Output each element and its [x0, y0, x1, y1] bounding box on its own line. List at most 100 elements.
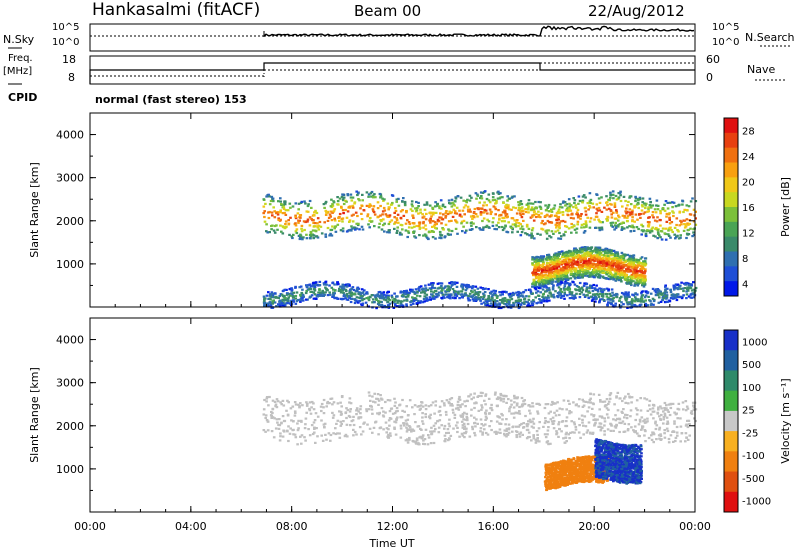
data-cell: [588, 266, 592, 269]
data-cell: [520, 422, 523, 426]
data-cell: [653, 289, 657, 292]
data-cell: [417, 212, 420, 215]
data-cell: [275, 305, 278, 308]
data-cell: [329, 210, 333, 213]
y-axis-label: Slant Range [km]: [28, 162, 41, 258]
data-cell: [634, 197, 638, 200]
data-cell: [588, 399, 592, 402]
data-cell: [415, 294, 419, 297]
data-cell: [531, 292, 534, 295]
data-cell: [614, 264, 618, 268]
data-cell: [550, 258, 554, 261]
data-cell: [515, 434, 518, 437]
nave-label: Nave: [747, 63, 776, 76]
data-cell: [295, 300, 299, 303]
data-cell: [624, 291, 627, 294]
data-cell: [368, 226, 371, 229]
data-cell: [517, 224, 520, 228]
data-cell: [503, 227, 506, 230]
data-cell: [444, 438, 447, 441]
data-cell: [587, 254, 590, 257]
data-cell: [649, 292, 653, 295]
data-cell: [589, 247, 593, 250]
data-cell: [610, 266, 613, 269]
data-cell: [305, 404, 309, 407]
data-cell: [422, 297, 426, 301]
data-cell: [277, 200, 280, 203]
data-cell: [493, 303, 496, 306]
data-cell: [387, 296, 390, 299]
data-cell: [342, 212, 345, 215]
data-cell: [270, 291, 274, 294]
data-cell: [353, 292, 356, 295]
data-cell: [308, 287, 311, 291]
data-cell: [578, 268, 582, 271]
data-cell: [513, 219, 516, 222]
data-cell: [267, 211, 270, 214]
data-cell: [483, 428, 486, 431]
data-cell: [439, 282, 443, 285]
data-cell: [618, 274, 622, 277]
data-cell: [350, 214, 354, 217]
data-cell: [620, 410, 624, 413]
data-cell: [646, 304, 649, 307]
data-cell: [313, 211, 316, 214]
data-cell: [465, 427, 468, 430]
data-cell: [552, 207, 555, 210]
data-cell: [549, 256, 553, 259]
data-cell: [416, 206, 419, 210]
data-cell: [312, 421, 316, 424]
data-cell: [606, 304, 609, 307]
data-cell: [361, 430, 365, 433]
data-cell: [511, 223, 515, 226]
data-cell: [454, 219, 457, 222]
data-cell: [432, 282, 435, 285]
data-cell: [345, 294, 349, 297]
data-cell: [283, 288, 287, 291]
data-cell: [547, 253, 551, 256]
data-cell: [607, 416, 610, 419]
data-cell: [475, 402, 478, 405]
data-cell: [345, 293, 349, 296]
data-cell: [683, 208, 686, 211]
data-cell: [378, 303, 381, 306]
data-cell: [562, 294, 566, 297]
data-cell: [556, 254, 560, 257]
data-cell: [511, 228, 514, 231]
data-cell: [626, 216, 629, 220]
data-cell: [401, 294, 405, 297]
data-cell: [605, 261, 609, 264]
data-cell: [440, 424, 443, 427]
data-cell: [286, 399, 289, 402]
data-cell: [588, 226, 592, 229]
data-cell: [661, 227, 665, 230]
data-cell: [340, 405, 343, 408]
data-cell: [559, 279, 563, 282]
data-cell: [440, 285, 443, 288]
data-cell: [614, 305, 617, 308]
data-cell: [636, 280, 640, 283]
data-cell: [427, 231, 431, 234]
data-cell: [447, 233, 451, 236]
data-cell: [620, 280, 623, 283]
data-cell: [553, 256, 556, 259]
data-cell: [509, 225, 512, 228]
data-cell: [482, 288, 485, 291]
data-cell: [582, 226, 586, 229]
data-cell: [341, 286, 344, 290]
data-cell: [607, 198, 610, 201]
data-cell: [329, 439, 332, 442]
data-cell: [584, 400, 588, 403]
data-cell: [362, 297, 366, 301]
data-cell: [563, 201, 567, 204]
data-cell: [535, 272, 539, 276]
data-cell: [684, 400, 688, 403]
data-cell: [687, 228, 690, 231]
data-cell: [394, 221, 397, 224]
data-cell: [672, 295, 675, 298]
data-cell: [643, 264, 646, 267]
data-cell: [664, 285, 667, 288]
data-cell: [613, 204, 617, 207]
data-cell: [314, 281, 318, 284]
data-cell: [566, 261, 569, 264]
